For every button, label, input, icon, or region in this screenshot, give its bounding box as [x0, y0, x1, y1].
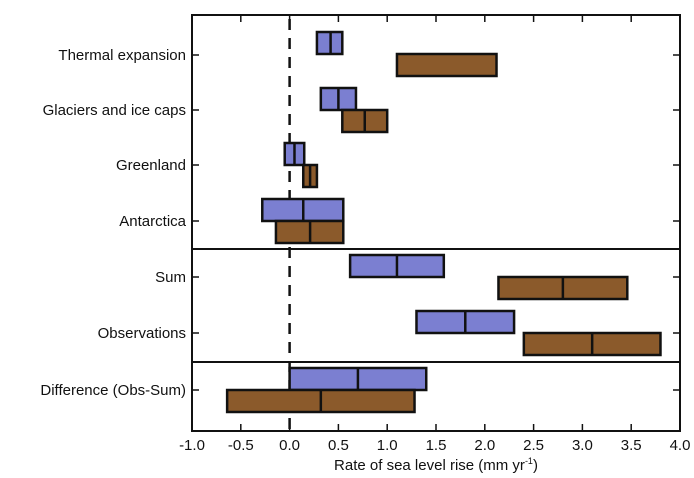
- x-tick-label: 2.5: [523, 437, 544, 454]
- category-label-greenland: Greenland: [116, 157, 186, 174]
- x-tick-label: 1.5: [426, 437, 447, 454]
- x-axis-title-superscript: -1: [525, 456, 533, 466]
- x-tick-label: 3.0: [572, 437, 593, 454]
- plot-frame: [191, 14, 681, 432]
- category-label-antarctica: Antarctica: [119, 213, 186, 230]
- x-tick-label: 0.5: [328, 437, 349, 454]
- thermal-expansion-brown-bar: [395, 52, 498, 78]
- x-tick-label: 3.5: [621, 437, 642, 454]
- x-tick-label: 0.0: [279, 437, 300, 454]
- x-axis-title-end: ): [533, 457, 538, 473]
- category-label-difference-obs-sum: Difference (Obs-Sum): [40, 382, 186, 399]
- x-axis-ticks: -1.0 -0.5 0.0 0.5 1.0 1.5 2.0 2.5 3.0 3.5 4.0: [179, 15, 690, 454]
- x-tick-label: -0.5: [228, 437, 254, 454]
- section-separators: [192, 248, 680, 363]
- category-label-observations: Observations: [98, 325, 186, 342]
- category-label-thermal-expansion: Thermal expansion: [58, 47, 186, 64]
- category-label-glaciers-and-ice-caps: Glaciers and ice caps: [43, 102, 186, 119]
- x-tick-label: 2.0: [474, 437, 495, 454]
- category-label-sum: Sum: [155, 269, 186, 286]
- x-axis-title-main: Rate of sea level rise (mm yr: [334, 457, 525, 473]
- category-labels: Thermal expansion Glaciers and ice caps Gr…: [40, 47, 680, 399]
- x-tick-label: 4.0: [670, 437, 691, 454]
- bars-layer: [225, 30, 662, 414]
- x-tick-label: 1.0: [377, 437, 398, 454]
- x-tick-label: -1.0: [179, 437, 205, 454]
- x-axis-title: Rate of sea level rise (mm yr-1): [334, 456, 538, 473]
